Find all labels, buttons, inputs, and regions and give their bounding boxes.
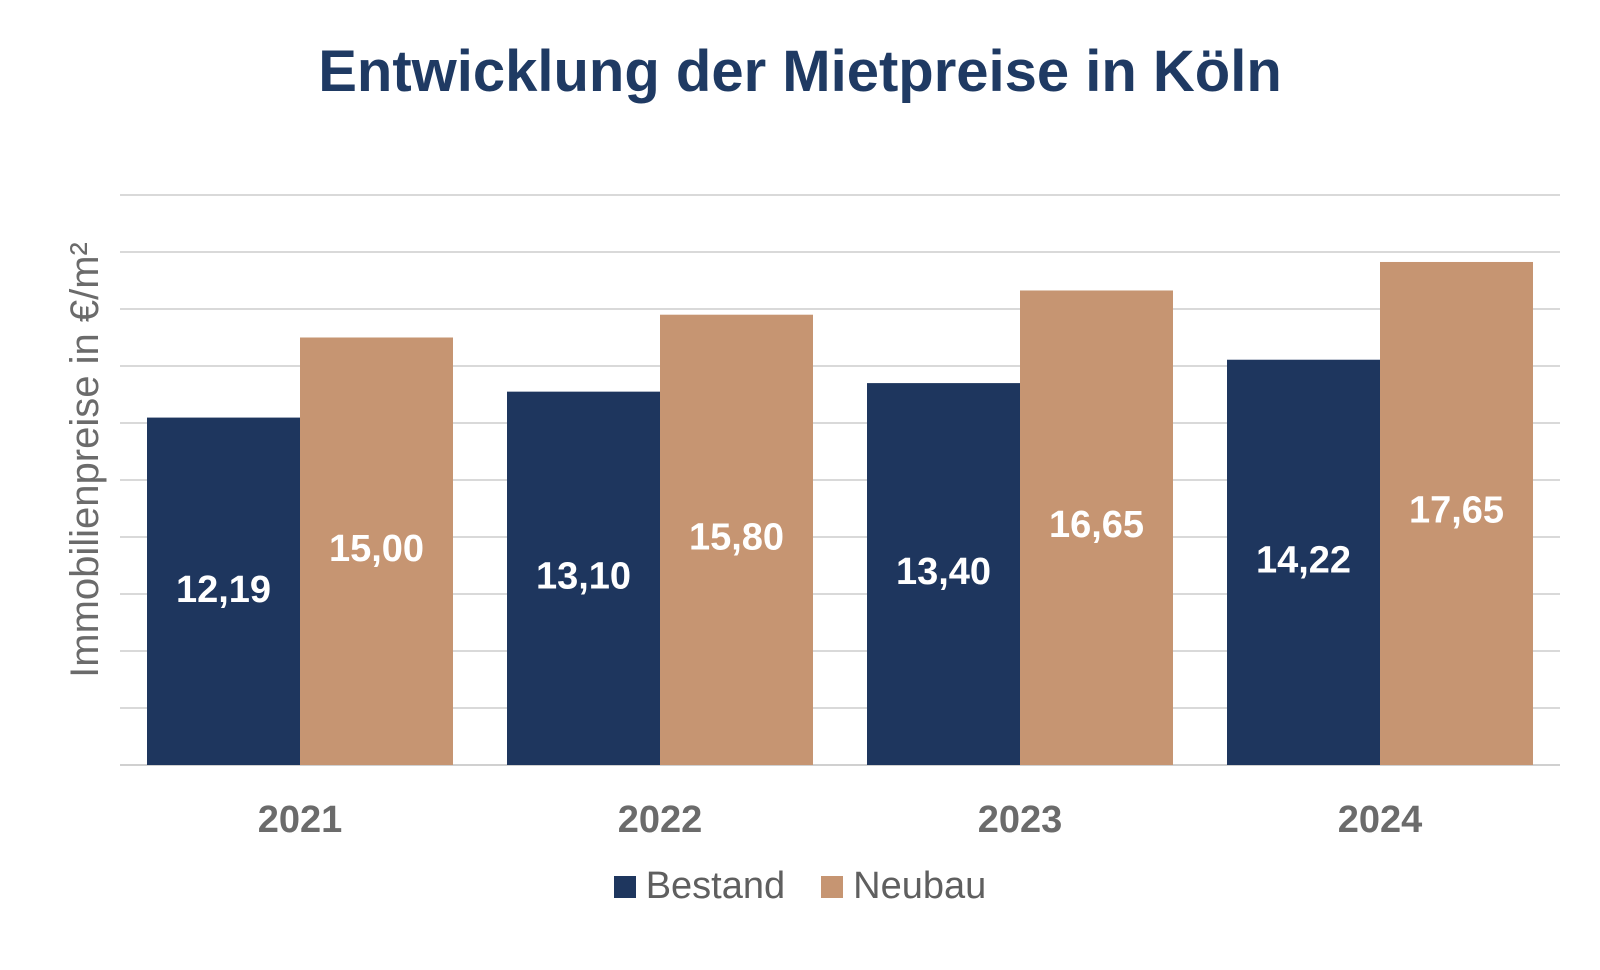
legend-item-bestand: Bestand xyxy=(613,865,786,908)
bar-bestand-2024 xyxy=(1227,359,1380,765)
legend: Bestand Neubau xyxy=(0,865,1600,908)
bar-bestand-2022 xyxy=(507,391,660,765)
bar-bestand-2023 xyxy=(867,383,1020,765)
bar-neubau-2021 xyxy=(300,337,453,765)
data-label-neubau-2023: 16,65 xyxy=(1049,504,1144,546)
bar-neubau-2022 xyxy=(660,314,813,765)
x-tick-labels: 2021 2022 2023 2024 xyxy=(258,799,1423,841)
legend-swatch-neubau xyxy=(821,875,844,898)
data-label-neubau-2021: 15,00 xyxy=(329,528,424,570)
x-tick-label-2024: 2024 xyxy=(1338,799,1423,841)
x-tick-label-2023: 2023 xyxy=(978,799,1063,841)
bar-bestand-2021 xyxy=(147,417,300,765)
data-label-neubau-2024: 17,65 xyxy=(1409,489,1504,531)
x-tick-label-2022: 2022 xyxy=(618,799,703,841)
data-labels: 12,19 15,00 13,10 15,80 13,40 16,65 14,22 17,65 xyxy=(176,489,1504,610)
y-axis-label: Immobilienpreise in €/m² xyxy=(63,242,107,678)
data-label-bestand-2023: 13,40 xyxy=(896,551,991,593)
data-label-bestand-2024: 14,22 xyxy=(1256,539,1351,581)
bar-neubau-2023 xyxy=(1020,290,1173,765)
chart-title: Entwicklung der Mietpreise in Köln xyxy=(318,39,1282,104)
bars xyxy=(147,261,1533,765)
legend-label-neubau: Neubau xyxy=(853,865,987,907)
legend-item-neubau: Neubau xyxy=(821,865,986,908)
legend-swatch-bestand xyxy=(613,875,636,898)
legend-label-bestand: Bestand xyxy=(645,865,786,907)
data-label-bestand-2022: 13,10 xyxy=(536,556,631,598)
bar-neubau-2024 xyxy=(1380,261,1533,765)
data-label-neubau-2022: 15,80 xyxy=(689,516,784,558)
x-tick-label-2021: 2021 xyxy=(258,799,343,841)
data-label-bestand-2021: 12,19 xyxy=(176,569,271,611)
